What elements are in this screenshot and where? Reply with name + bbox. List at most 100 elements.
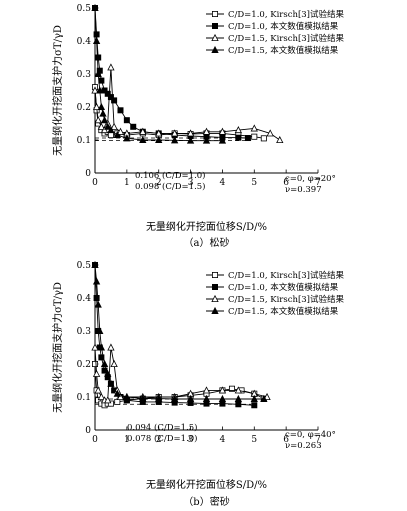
point-s2-9 xyxy=(117,107,124,114)
point-s1-16 xyxy=(251,133,258,140)
point-s4-11 xyxy=(155,394,163,402)
point-s4-7 xyxy=(107,379,115,387)
x-tick-label: 2 xyxy=(156,178,162,188)
point-s3-6 xyxy=(107,343,115,351)
point-s2-8 xyxy=(111,97,118,104)
point-s3-3 xyxy=(97,392,106,401)
point-s3-18 xyxy=(266,129,274,137)
point-s4-15 xyxy=(218,394,227,402)
point-s3-9 xyxy=(116,392,125,401)
point-s4-4 xyxy=(97,102,106,110)
point-s1-15 xyxy=(228,385,235,392)
series-line xyxy=(94,7,248,139)
legend-label: C/D=1.0, Kirsch[3]试验结果 xyxy=(228,9,344,20)
x-tick-label: 3 xyxy=(188,435,194,445)
point-s2-2 xyxy=(95,54,102,61)
point-s4-1 xyxy=(92,36,101,44)
panel-caption: （b）密砂 xyxy=(183,495,229,508)
reference-annotation: 0.098 (C/D=1.5) xyxy=(135,181,206,192)
point-s2-17 xyxy=(235,401,242,408)
y-tick-label: 0.4 xyxy=(77,294,92,304)
point-s3-16 xyxy=(234,126,243,134)
x-axis-label: 无量纲化开挖面位移S/D/% xyxy=(146,220,267,233)
point-s4-9 xyxy=(113,130,121,139)
parameter-label: c=0, φ=40° xyxy=(285,430,336,440)
y-tick-label: 0.1 xyxy=(77,136,91,146)
point-s2-7 xyxy=(107,94,114,101)
reference-annotation: 0.106 (C/D=1.0) xyxy=(135,170,206,181)
point-legend-2 xyxy=(211,294,219,303)
point-s4-10 xyxy=(123,134,131,142)
point-s1-7 xyxy=(114,398,121,405)
x-tick-label: 2 xyxy=(156,435,162,445)
point-s3-2 xyxy=(94,116,102,124)
point-s3-5 xyxy=(104,396,112,404)
reference-annotation: 0.094 (C/D=1.5) xyxy=(127,422,198,433)
point-legend-2 xyxy=(211,33,219,41)
legend-label: C/D=1.0, 本文数值模拟结果 xyxy=(228,282,339,293)
point-legend-3 xyxy=(211,306,219,315)
point-s4-0 xyxy=(91,3,99,12)
y-tick-label: 0.5 xyxy=(77,4,92,14)
point-s4-7 xyxy=(104,122,112,130)
point-s4-17 xyxy=(250,394,258,402)
point-s2-4 xyxy=(98,77,105,84)
point-legend-0 xyxy=(211,271,218,278)
x-tick-label: 0 xyxy=(92,435,98,445)
point-s4-0 xyxy=(91,260,99,269)
point-s3-17 xyxy=(250,124,258,132)
series-4 xyxy=(91,3,227,144)
y-tick-label: 0.2 xyxy=(77,103,91,113)
point-s3-1 xyxy=(92,369,101,377)
point-legend-1 xyxy=(211,22,218,29)
point-s3-0 xyxy=(91,86,99,94)
point-s4-5 xyxy=(99,109,107,117)
y-tick-label: 0 xyxy=(85,426,91,436)
point-s2-11 xyxy=(130,123,137,130)
x-tick-label: 3 xyxy=(188,178,194,188)
point-s2-5 xyxy=(101,87,108,94)
point-legend-1 xyxy=(211,283,218,290)
x-tick-label: 4 xyxy=(220,178,226,188)
point-s4-5 xyxy=(100,359,109,368)
point-s3-4 xyxy=(100,126,109,134)
point-s3-13 xyxy=(186,129,195,137)
series-3 xyxy=(91,63,284,144)
point-s4-8 xyxy=(113,389,121,397)
point-s1-2 xyxy=(95,397,102,404)
point-s4-3 xyxy=(96,86,104,94)
series-4 xyxy=(91,260,268,402)
point-s4-13 xyxy=(170,136,179,144)
point-s3-0 xyxy=(91,343,99,351)
point-s4-2 xyxy=(94,69,102,77)
parameter-label: c=0, φ=20° xyxy=(285,174,336,184)
legend-label: C/D=1.5, Kirsch[3]试验结果 xyxy=(228,33,344,44)
y-tick-label: 0.3 xyxy=(77,70,92,80)
point-s3-15 xyxy=(218,127,227,135)
x-tick-label: 7 xyxy=(315,435,321,445)
panel-caption: （a）松砂 xyxy=(184,236,230,249)
point-s4-1 xyxy=(92,277,101,285)
point-s4-2 xyxy=(94,300,102,308)
point-s4-12 xyxy=(155,135,163,144)
legend-label: C/D=1.0, Kirsch[3]试验结果 xyxy=(228,270,344,281)
point-s4-18 xyxy=(260,394,268,402)
point-s4-6 xyxy=(100,116,109,124)
y-tick-label: 0.1 xyxy=(77,393,91,403)
point-s2-18 xyxy=(235,134,242,141)
point-s3-8 xyxy=(116,127,125,135)
series-2 xyxy=(92,5,251,142)
point-s4-4 xyxy=(97,343,106,351)
point-s4-14 xyxy=(202,394,211,402)
point-s4-10 xyxy=(139,394,147,402)
point-s1-6 xyxy=(107,400,114,407)
point-s4-13 xyxy=(186,394,195,402)
point-s2-4 xyxy=(98,354,105,361)
parameter-label: ν=0.263 xyxy=(285,441,322,451)
point-s4-15 xyxy=(202,136,211,144)
point-legend-3 xyxy=(211,45,219,53)
y-tick-label: 0.5 xyxy=(77,261,92,271)
legend-label: C/D=1.5, Kirsch[3]试验结果 xyxy=(228,294,344,305)
point-s2-6 xyxy=(104,90,111,97)
